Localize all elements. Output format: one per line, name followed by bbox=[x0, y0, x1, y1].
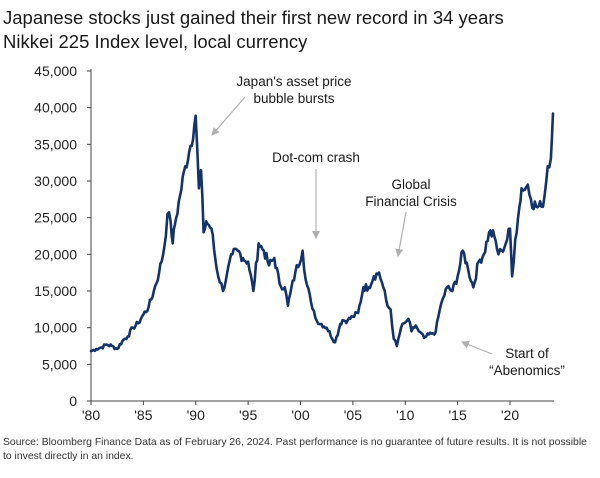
annotation-abenomics-line-2: “Abenomics” bbox=[489, 363, 565, 378]
x-tick-label: '20 bbox=[501, 407, 519, 423]
x-tick-label: '90 bbox=[187, 407, 205, 423]
x-tick-label: '05 bbox=[344, 407, 362, 423]
y-tick-label: 10,000 bbox=[34, 320, 77, 336]
y-tick-label: 40,000 bbox=[34, 100, 77, 116]
annotation-asset-bubble-arrow bbox=[211, 96, 246, 136]
x-tick-label: '00 bbox=[291, 407, 309, 423]
x-tick-label: '10 bbox=[396, 407, 414, 423]
annotation-dotcom: Dot-com crash bbox=[272, 150, 360, 239]
y-axis: 0 5,000 10,000 15,000 20,000 25,000 30,000 35,0… bbox=[34, 63, 92, 409]
y-tick-label: 5,000 bbox=[42, 356, 77, 372]
x-tick-label: '80 bbox=[82, 407, 100, 423]
annotation-abenomics: Start of “Abenomics” bbox=[461, 340, 565, 378]
annotation-gfc: Global Financial Crisis bbox=[365, 177, 457, 257]
annotation-gfc-line-2: Financial Crisis bbox=[365, 194, 457, 209]
nikkei-series-line bbox=[89, 112, 555, 353]
annotation-asset-bubble-line-1: Japan's asset price bbox=[236, 74, 351, 89]
x-tick-label: '15 bbox=[449, 407, 467, 423]
x-tick-label: '95 bbox=[239, 407, 257, 423]
series-group bbox=[89, 112, 555, 353]
x-tick-label: '85 bbox=[134, 407, 152, 423]
annotation-gfc-line-1: Global bbox=[391, 177, 430, 192]
y-tick-label: 25,000 bbox=[34, 210, 77, 226]
annotation-dotcom-line-1: Dot-com crash bbox=[272, 150, 360, 165]
annotation-gfc-arrow bbox=[395, 211, 407, 257]
y-tick-label: 30,000 bbox=[34, 173, 77, 189]
annotation-abenomics-line-1: Start of bbox=[505, 346, 549, 361]
annotation-asset-bubble: Japan's asset price bubble bursts bbox=[211, 74, 352, 136]
annotation-asset-bubble-line-2: bubble bursts bbox=[253, 91, 334, 106]
annotation-abenomics-arrow bbox=[461, 340, 493, 355]
y-tick-label: 35,000 bbox=[34, 136, 77, 152]
y-tick-label: 20,000 bbox=[34, 246, 77, 262]
y-tick-label: 0 bbox=[69, 393, 77, 409]
source-note: Source: Bloomberg Finance Data as of Feb… bbox=[3, 437, 587, 462]
x-axis: '80 '85 '90 '95 '00 '05 '10 '15 '20 bbox=[82, 400, 554, 423]
chart-subtitle: Nikkei 225 Index level, local currency bbox=[3, 31, 308, 52]
y-tick-label: 15,000 bbox=[34, 283, 77, 299]
y-tick-label: 45,000 bbox=[34, 63, 77, 79]
chart-title: Japanese stocks just gained their first … bbox=[3, 7, 504, 28]
